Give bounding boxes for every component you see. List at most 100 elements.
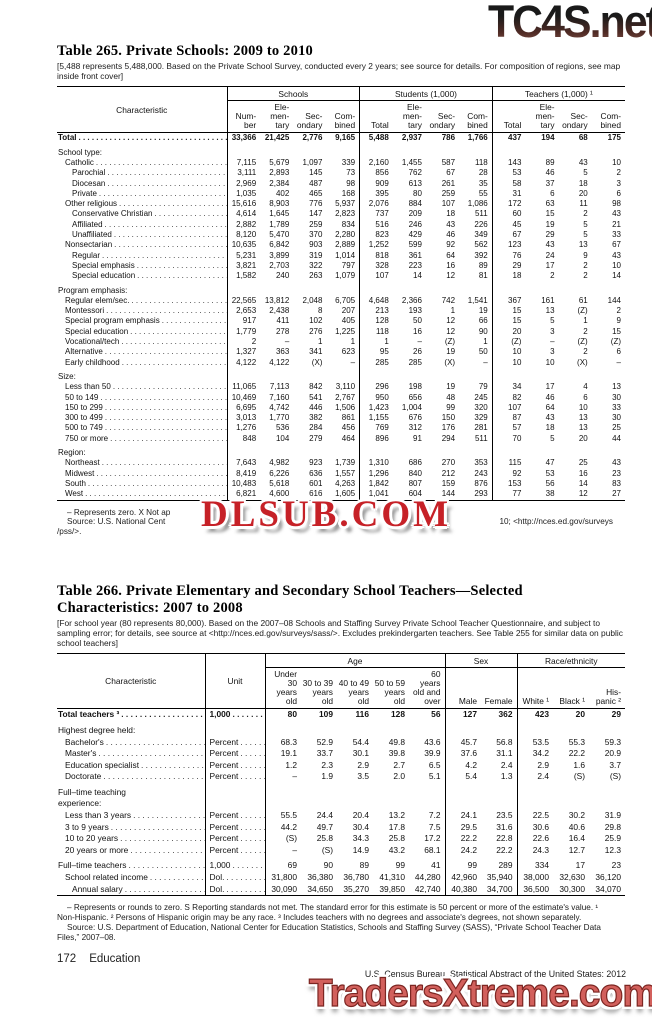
section-row: Size:	[57, 367, 625, 383]
cell: 1,789	[269, 219, 290, 229]
cell: 2,653	[226, 306, 261, 317]
cell	[592, 368, 625, 382]
table-row: 500 to 749 . . . . . . . . . . . . . . .…	[57, 423, 625, 434]
cell: 46	[545, 392, 555, 402]
cell: 807	[408, 478, 422, 488]
cell: 4	[583, 382, 588, 392]
cell: 115	[491, 458, 526, 469]
cell: 285	[359, 357, 393, 368]
cell: 21,425	[264, 133, 290, 143]
cell: 19	[545, 219, 555, 229]
row-label: 3 to 9 years . . . . . . . . . . . . . .…	[65, 821, 205, 832]
cell: 77	[491, 489, 526, 501]
row-label: Early childhood . . . . . . . . . . . . …	[65, 357, 227, 367]
cell: 4,122	[226, 357, 261, 368]
cell: 118	[359, 326, 393, 338]
cell: 17.8	[388, 821, 405, 832]
cell: 776	[309, 199, 323, 209]
section-row: Full–time teaching experience:	[57, 782, 625, 811]
cell: 64	[446, 250, 456, 260]
table-265: Characteristic Schools Students (1,000) …	[57, 86, 625, 501]
cell: 263	[309, 271, 323, 281]
chapter-name: Education	[89, 953, 141, 965]
column-header: His- panic ²	[589, 667, 625, 710]
cell: 382	[309, 413, 323, 423]
cell: 46	[545, 168, 555, 178]
cell: 99	[395, 860, 405, 871]
cell: 909	[359, 178, 393, 189]
cell: 53	[545, 468, 555, 478]
row-label: Regular elem/sec. . . . . . . . . . . . …	[65, 295, 227, 305]
cell: 6	[550, 188, 555, 198]
row-label: Nonsectarian . . . . . . . . . . . . . .…	[65, 240, 227, 250]
table-row: Midwest . . . . . . . . . . . . . . . . …	[57, 468, 625, 479]
cell: 363	[275, 347, 290, 357]
cell: 104	[275, 433, 290, 443]
cell: 281	[474, 423, 488, 433]
cell: 762	[408, 168, 422, 178]
cell: 30	[612, 392, 621, 402]
cell: 38	[525, 489, 559, 501]
cell: 19	[446, 382, 456, 392]
table-row: Education specialist . . . . . . . . . .…	[57, 759, 625, 772]
row-label: Less than 3 years . . . . . . . . . . . …	[65, 810, 205, 821]
cell: 511	[474, 209, 488, 219]
cell: 41,310	[379, 872, 405, 883]
cell: 289	[498, 860, 513, 871]
cell: 7,115	[226, 158, 261, 169]
cell: 31.6	[496, 821, 513, 832]
cell: 818	[359, 250, 393, 261]
cell	[226, 367, 261, 383]
row-label: Full–time teaching experience:	[58, 786, 126, 809]
cell: 29	[611, 709, 621, 720]
row-label: Doctorate . . . . . . . . . . . . . . . …	[65, 771, 205, 782]
cell	[525, 144, 558, 158]
cell: 30.2	[568, 810, 585, 821]
cell: 2,893	[269, 168, 290, 178]
cell: 73	[346, 168, 356, 178]
column-header: 40 to 49 years old	[337, 667, 373, 710]
cell: 2,366	[401, 295, 422, 305]
cell: 2,969	[226, 178, 261, 189]
cell: 4,982	[269, 458, 290, 468]
cell: 9,165	[335, 133, 356, 143]
table-266: Characteristic Unit Age Sex Race/ethnici…	[57, 653, 625, 897]
cell: 12	[446, 316, 456, 326]
cell	[459, 444, 492, 458]
cell: 13	[578, 413, 588, 423]
table265-group-students: Students (1,000)	[359, 86, 493, 102]
cell: 18	[578, 178, 588, 188]
cell: 320	[474, 402, 488, 412]
cell: 49.7	[316, 821, 333, 832]
cell: 11	[579, 199, 588, 209]
cell: –	[483, 357, 488, 367]
cell: 36,120	[595, 872, 621, 883]
cell	[359, 367, 393, 383]
row-label: Region:	[58, 448, 86, 458]
cell: 5,679	[269, 158, 290, 167]
cell: 2,384	[269, 178, 290, 188]
cell: 2	[583, 347, 588, 357]
cell: 1,296	[359, 468, 393, 479]
column-header: Black ¹	[553, 667, 589, 710]
cell: 36,380	[307, 872, 333, 883]
cell: 613	[408, 178, 422, 188]
cell: 123	[491, 240, 526, 251]
column-header: Female	[481, 667, 517, 710]
cell: 270	[441, 458, 456, 468]
cell: 13	[545, 306, 555, 316]
cell: 22,565	[226, 295, 261, 307]
cell: 10,483	[226, 478, 261, 490]
cell: 1,276	[226, 423, 261, 434]
cell: 50	[478, 347, 488, 357]
cell: 1,035	[226, 188, 261, 200]
cell: 797	[341, 260, 356, 270]
cell	[226, 281, 261, 296]
cell: 80	[413, 188, 422, 198]
cell: 587	[441, 158, 456, 167]
cell: 33	[612, 402, 621, 412]
cell: 405	[341, 316, 356, 326]
cell: 90	[478, 326, 488, 336]
cell: 43	[446, 219, 456, 229]
column-header: Com- bined	[591, 100, 625, 134]
